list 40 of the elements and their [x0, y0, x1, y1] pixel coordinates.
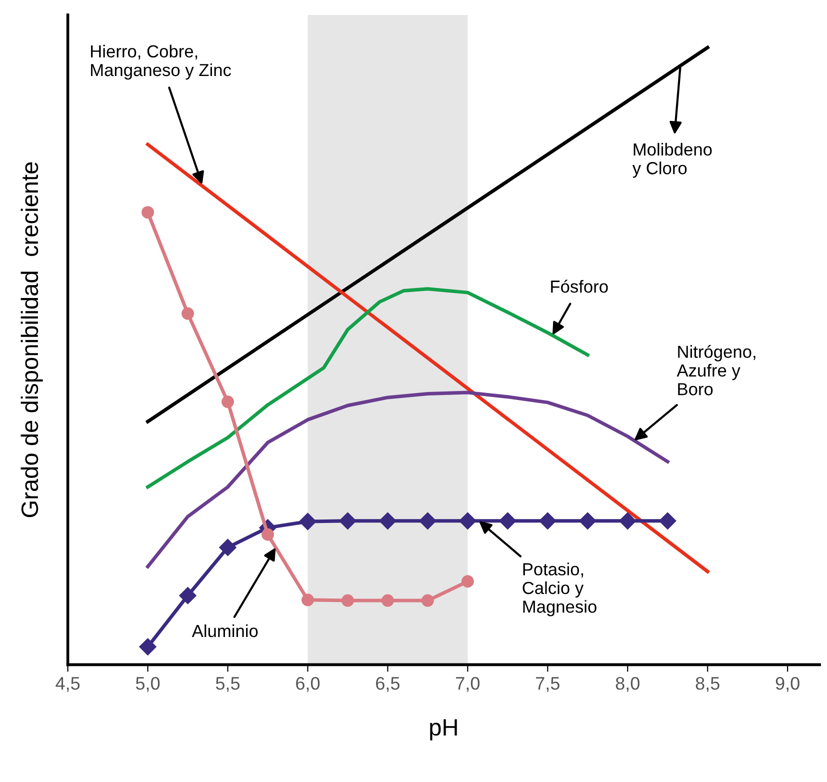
- annotation: Nitrógeno, Azufre y Boro: [676, 344, 756, 396]
- annotation: Molibdeno y Cloro: [632, 142, 712, 178]
- annotation: Hierro, Cobre, Manganeso y Zinc: [91, 44, 232, 80]
- point: [261, 528, 274, 541]
- x-tick-label: 7,0: [456, 676, 480, 692]
- point: [459, 512, 476, 530]
- y-axis-title: Grado de disponibilidad creciente: [20, 162, 43, 518]
- point: [381, 594, 394, 607]
- point: [579, 512, 596, 530]
- point: [341, 594, 354, 607]
- point: [339, 512, 356, 530]
- x-tick-label: 7,5: [536, 677, 560, 692]
- x-tick-label: 4,5: [56, 677, 80, 692]
- x-tick-label: 8,0: [616, 676, 640, 692]
- annotation: Aluminio: [192, 624, 258, 638]
- point: [182, 307, 194, 320]
- x-tick-label: 8,5: [696, 676, 720, 692]
- point: [299, 512, 316, 530]
- point: [301, 594, 314, 606]
- point: [659, 512, 676, 530]
- point: [499, 512, 516, 530]
- x-axis-title: pH: [430, 719, 457, 740]
- point: [222, 396, 234, 408]
- point: [179, 587, 196, 604]
- x-tick-label: 6,5: [376, 676, 400, 692]
- point: [139, 638, 156, 656]
- point: [142, 206, 154, 219]
- x-tick-label: 6,0: [296, 676, 320, 692]
- x-tick-label: 9,0: [776, 676, 800, 692]
- point: [219, 538, 236, 556]
- annotation: Fósforo: [551, 280, 608, 293]
- point: [619, 512, 636, 530]
- x-tick-label: 5,5: [216, 677, 240, 692]
- x-tick-label: 5,0: [136, 676, 160, 692]
- point: [421, 594, 434, 607]
- point: [419, 512, 436, 530]
- point: [379, 512, 396, 530]
- annotation: Potasio, Calcio y Magnesio: [522, 562, 596, 616]
- point: [539, 512, 556, 530]
- point: [461, 575, 474, 588]
